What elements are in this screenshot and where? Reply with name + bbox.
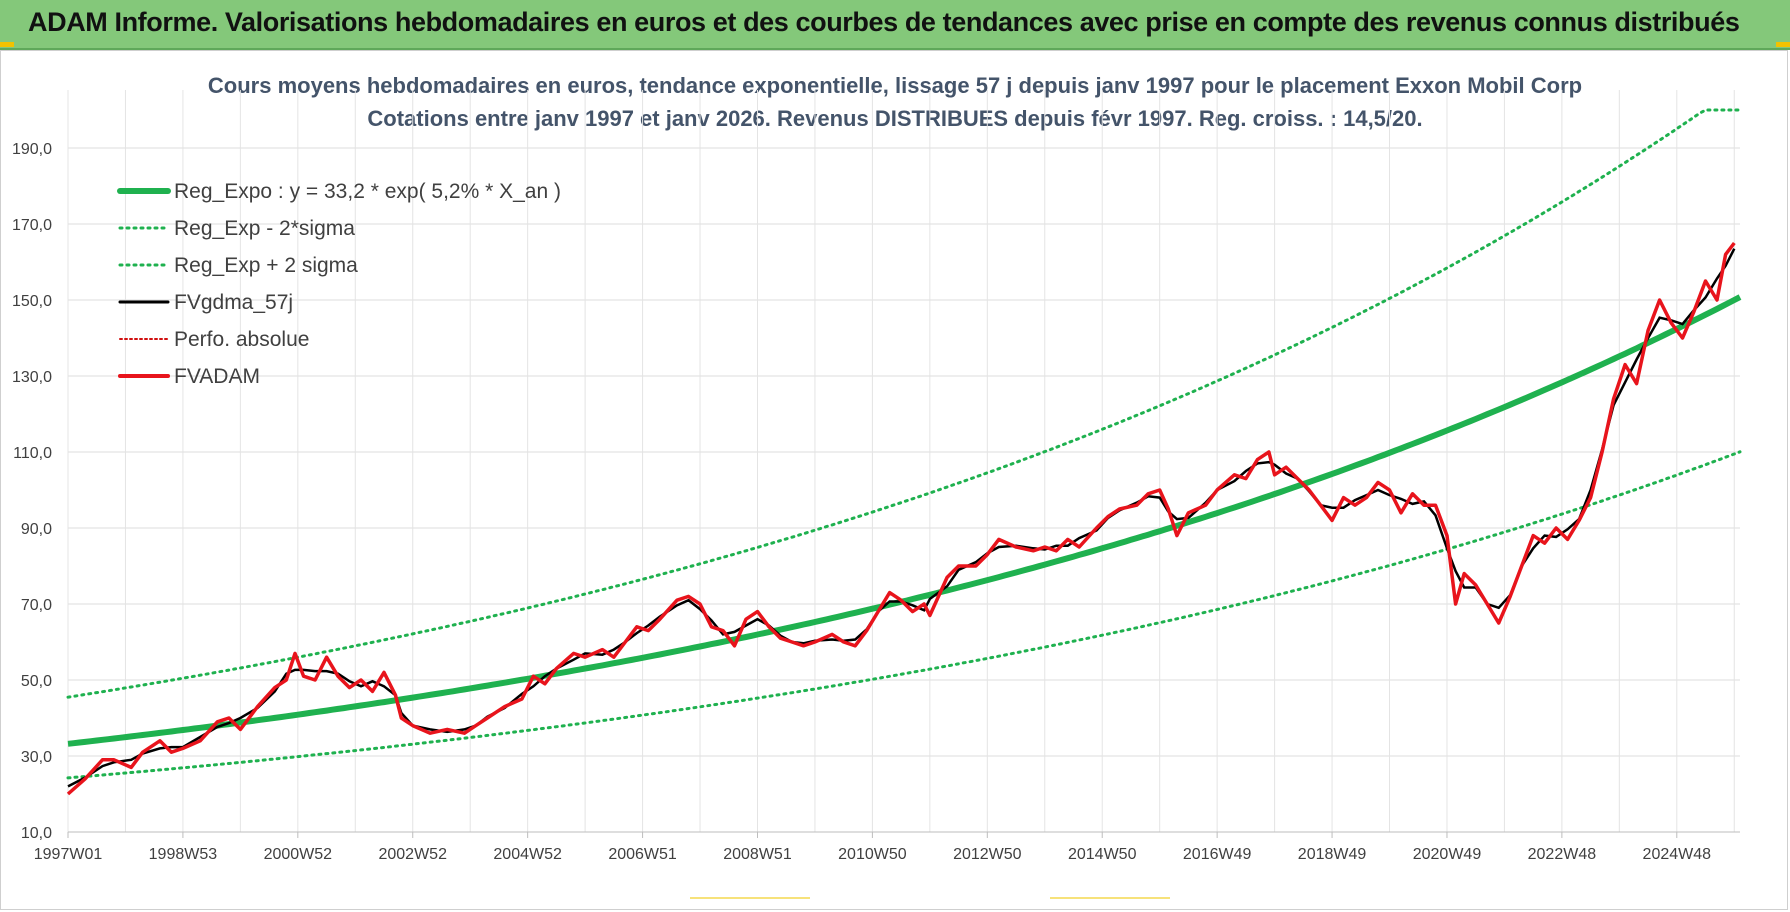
- x-tick-label: 2022W48: [1528, 846, 1597, 863]
- x-tick-label: 2000W52: [264, 846, 333, 863]
- reg-exp-plus-2sigma-line: [66, 108, 1742, 699]
- reg-exp-minus-2sigma-line: [66, 450, 1742, 780]
- chart-legend: Reg_Expo : y = 33,2 * exp( 5,2% * X_an )…: [117, 180, 561, 388]
- y-tick-label: 130,0: [12, 369, 52, 386]
- legend-label: Reg_Exp - 2*sigma: [174, 217, 355, 240]
- corner-mark-left: [0, 42, 14, 47]
- x-tick-label: 2016W49: [1183, 846, 1252, 863]
- bottom-mark-1: [690, 897, 810, 899]
- chart-title-line-2: Cotations entre janv 1997 et janv 2026. …: [367, 106, 1422, 131]
- legend-label: Reg_Expo : y = 33,2 * exp( 5,2% * X_an ): [174, 180, 561, 203]
- x-tick-label: 2008W51: [723, 846, 792, 863]
- report-title: ADAM Informe. Valorisations hebdomadaire…: [28, 7, 1740, 37]
- chart-gridlines: [67, 90, 1740, 833]
- y-tick-label: 70,0: [21, 597, 52, 614]
- chart-series-lines: [66, 108, 1742, 796]
- x-tick-label: 2014W50: [1068, 846, 1137, 863]
- reg-expo-line: [67, 294, 1742, 747]
- fvgdma-57j-line: [67, 248, 1736, 788]
- x-tick-label: 1997W01: [34, 846, 103, 863]
- y-tick-label: 30,0: [21, 749, 52, 766]
- y-axis-ticks: 10,0 30,0 50,0 70,0 90,0 110,0 130,0 150,0 170,0…: [12, 141, 52, 842]
- legend-label: Reg_Exp + 2 sigma: [174, 254, 358, 277]
- y-tick-label: 10,0: [21, 825, 52, 842]
- x-tick-label: 2024W48: [1643, 846, 1712, 863]
- price-chart: Cours moyens hebdomadaires en euros, ten…: [12, 73, 1742, 863]
- x-tick-label: 2020W49: [1413, 846, 1482, 863]
- y-tick-label: 110,0: [13, 445, 52, 462]
- x-tick-label: 2010W50: [838, 846, 907, 863]
- y-tick-label: 150,0: [12, 293, 52, 310]
- chart-frame: [0, 50, 1788, 910]
- y-tick-label: 90,0: [21, 521, 52, 538]
- x-axis-ticks: 1997W01 1998W53 2000W52 2002W52 2004W52 2006W…: [34, 831, 1740, 863]
- x-tick-label: 2002W52: [378, 846, 447, 863]
- legend-label: FVgdma_57j: [174, 291, 293, 314]
- x-tick-label: 2018W49: [1298, 846, 1367, 863]
- x-tick-label: 2004W52: [493, 846, 562, 863]
- bottom-mark-2: [1050, 897, 1170, 899]
- report-banner: ADAM Informe. Valorisations hebdomadaire…: [0, 0, 1790, 50]
- chart-title-line-1: Cours moyens hebdomadaires en euros, ten…: [208, 73, 1582, 98]
- y-tick-label: 190,0: [12, 141, 52, 158]
- x-tick-label: 2006W51: [608, 846, 677, 863]
- y-tick-label: 50,0: [21, 673, 52, 690]
- legend-label: Perfo. absolue: [174, 328, 309, 351]
- x-tick-label: 2012W50: [953, 846, 1022, 863]
- corner-mark-right: [1776, 42, 1790, 47]
- legend-label: FVADAM: [174, 365, 260, 388]
- y-tick-label: 170,0: [12, 217, 52, 234]
- fvadam-line: [66, 241, 1736, 796]
- x-tick-label: 1998W53: [149, 846, 218, 863]
